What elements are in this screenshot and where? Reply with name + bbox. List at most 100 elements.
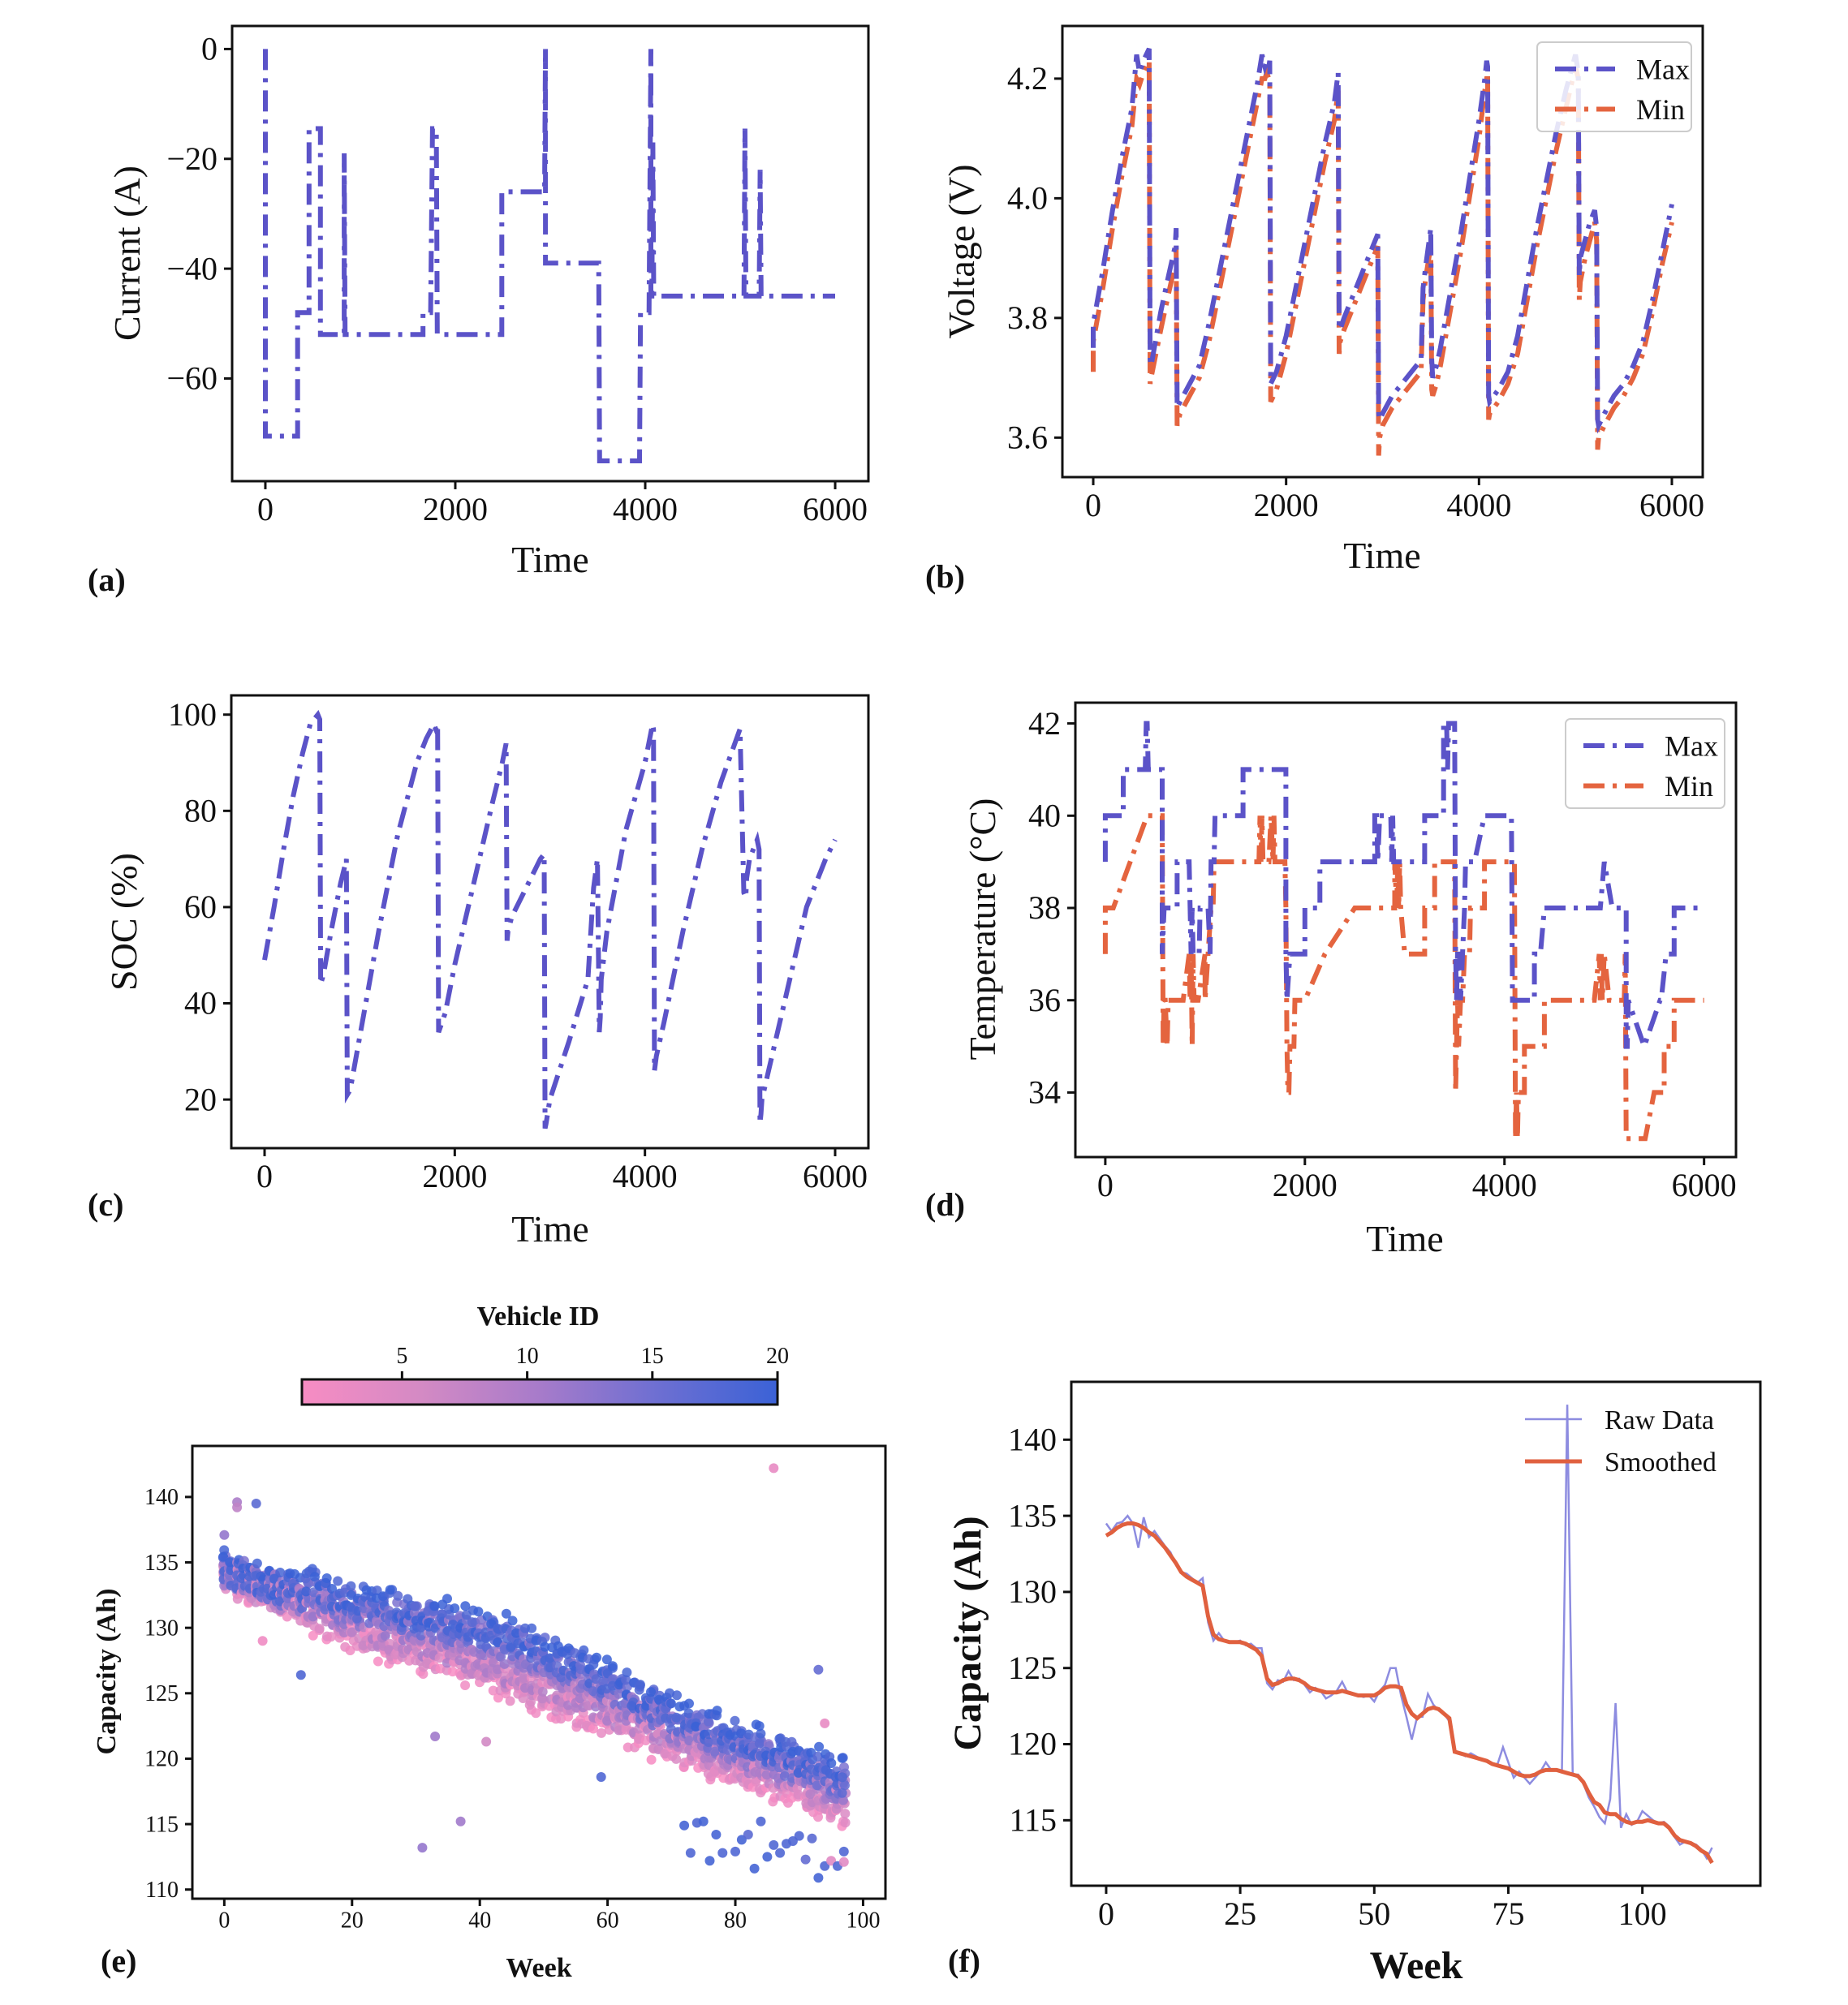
x-tick-label: 6000: [1672, 1167, 1737, 1203]
panel-b-voltage: (b) Time Voltage (V) 0 2000 4000 6000 3.6 3.8…: [925, 24, 1704, 595]
scatter-point: [660, 1749, 670, 1759]
scatter-point: [838, 1795, 848, 1805]
scatter-point: [588, 1723, 598, 1734]
plot-frame: [230, 24, 870, 483]
y-tick-label: 34: [1028, 1074, 1061, 1111]
scatter-point: [607, 1661, 618, 1672]
y-axis-title: Current (A): [106, 166, 148, 341]
scatter-point: [622, 1667, 632, 1678]
scatter-point-outlier: [762, 1852, 773, 1862]
scatter-point: [814, 1741, 825, 1752]
scatter-point: [622, 1742, 633, 1753]
y-axis-title: SOC (%): [103, 853, 144, 991]
y-axis-title: Capacity (Ah): [92, 1589, 122, 1755]
scatter-point: [805, 1789, 816, 1800]
x-tick-label: 2000: [422, 1158, 487, 1194]
scatter-point: [531, 1708, 541, 1719]
scatter-point: [218, 1551, 229, 1562]
panel-c-soc: (c) Time SOC (%) 0 2000 4000 6000 20 40 60 80 10…: [88, 694, 870, 1250]
x-tick-label: 50: [1358, 1895, 1390, 1932]
scatter-point: [434, 1653, 445, 1663]
panel-label: (b): [925, 558, 965, 595]
scatter-point: [252, 1558, 262, 1568]
scatter-point: [358, 1640, 368, 1650]
legend-label: Max: [1665, 730, 1718, 763]
scatter-point: [665, 1688, 674, 1698]
scatter-point: [275, 1568, 286, 1577]
scatter-point-outlier: [481, 1736, 492, 1747]
y-tick-label: 42: [1028, 705, 1061, 742]
scatter-point: [826, 1758, 837, 1768]
x-axis-title: Time: [511, 1208, 588, 1250]
x-tick-label: 25: [1224, 1895, 1256, 1932]
y-tick-label: 40: [184, 985, 217, 1022]
y-tick-label: 125: [144, 1681, 179, 1706]
y-axis-title: Voltage (V): [941, 164, 982, 338]
y-tick-label: 130: [1008, 1573, 1057, 1610]
y-tick-label: 36: [1028, 982, 1061, 1018]
panel-a-current: (a) Time Current (A) 0 2000 4000 6000 0 −20 −4…: [88, 24, 870, 598]
y-tick-label: 0: [201, 31, 218, 67]
scatter-point: [602, 1715, 613, 1726]
x-axis-title: Time: [511, 539, 588, 580]
panel-label: (c): [88, 1186, 123, 1223]
scatter-point: [779, 1771, 790, 1781]
plot-frame: [1061, 24, 1704, 479]
scatter-point: [442, 1594, 452, 1604]
scatter-point: [410, 1601, 420, 1611]
scatter-point: [703, 1716, 713, 1727]
scatter-point: [635, 1680, 645, 1690]
scatter-point: [614, 1680, 624, 1690]
scatter-point: [666, 1698, 676, 1709]
x-tick-label: 100: [1618, 1895, 1667, 1932]
scatter-point-outlier: [430, 1732, 441, 1741]
x-tick-label: 75: [1492, 1895, 1524, 1932]
y-tick-label: 135: [144, 1551, 179, 1576]
scatter-point: [684, 1698, 694, 1709]
scatter-point: [488, 1685, 498, 1696]
scatter-point-outlier: [756, 1816, 766, 1826]
scatter-point: [709, 1746, 720, 1757]
scatter-point-outlier: [769, 1463, 779, 1474]
scatter-point-outlier: [704, 1856, 715, 1866]
scatter-point: [837, 1788, 847, 1798]
scatter-point: [325, 1632, 336, 1642]
scatter-point-outlier: [800, 1854, 811, 1865]
scatter-point: [840, 1809, 851, 1819]
scatter-point: [269, 1573, 280, 1584]
scatter-point: [691, 1722, 701, 1732]
y-tick-label: 40: [1028, 797, 1061, 833]
scatter-point-outlier: [730, 1846, 740, 1857]
scatter-point: [460, 1601, 471, 1611]
plot-frame: [1070, 1380, 1762, 1887]
scatter-point: [592, 1652, 602, 1663]
scatter-point-outlier: [596, 1772, 606, 1782]
y-tick-label: 38: [1028, 889, 1061, 926]
scatter-point-outlier: [717, 1848, 728, 1858]
series-line-soc: [262, 709, 838, 1129]
scatter-point-outlier: [417, 1843, 428, 1853]
y-axis-title: Capacity (Ah): [946, 1516, 989, 1750]
plot-frame: [1074, 701, 1738, 1159]
scatter-point: [308, 1611, 318, 1622]
x-tick-label: 0: [257, 491, 274, 527]
scatter-point: [588, 1686, 598, 1697]
x-tick-label: 0: [218, 1908, 230, 1934]
panel-e-capacity-scatter: (e) Week Capacity (Ah) Vehicle ID 0 20 40 6…: [92, 1302, 887, 1983]
scatter-point: [786, 1736, 797, 1747]
legend-box: [1565, 718, 1725, 809]
scatter-point-outlier: [838, 1857, 849, 1867]
scatter-point-outlier: [749, 1863, 760, 1874]
scatter-point: [333, 1576, 343, 1586]
scatter-point: [754, 1738, 765, 1749]
x-axis-title: Week: [506, 1953, 571, 1983]
scatter-point: [429, 1601, 440, 1611]
scatter-point: [496, 1651, 506, 1662]
scatter-point: [840, 1780, 850, 1791]
y-tick-label: 20: [184, 1081, 217, 1117]
y-tick-label: 140: [1008, 1421, 1057, 1457]
scatter-point: [768, 1796, 778, 1807]
scatter-point: [518, 1693, 528, 1703]
scatter-point: [314, 1624, 325, 1634]
scatter-point: [754, 1721, 765, 1732]
